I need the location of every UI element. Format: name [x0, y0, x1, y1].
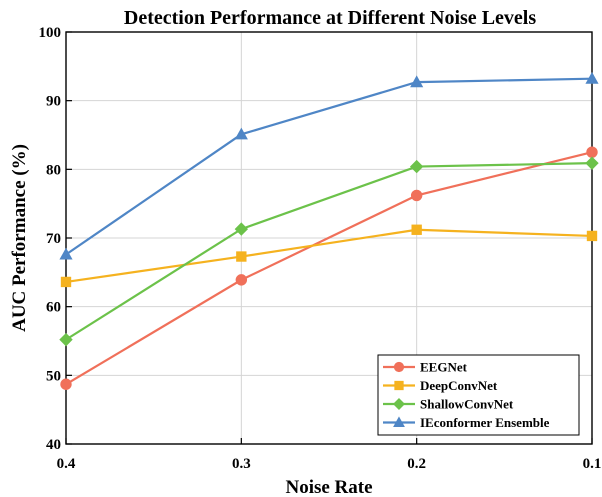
- legend-marker: [393, 361, 405, 373]
- data-point: [235, 274, 248, 286]
- legend-marker: [393, 416, 405, 428]
- data-point: [585, 156, 599, 170]
- legend-label: IEconformer Ensemble: [420, 415, 550, 430]
- data-point: [586, 146, 598, 158]
- y-tick-label: 90: [46, 94, 61, 110]
- x-tick-label: 0.2: [407, 456, 426, 472]
- series-shallowconvnet: [59, 156, 599, 347]
- legend: EEGNet DeepConvNet ShallowConvNet IEconform…: [377, 354, 580, 436]
- series-line: [65, 162, 593, 341]
- x-axis-label: Noise Rate: [285, 477, 372, 497]
- legend-marker: [393, 398, 405, 410]
- data-point: [59, 332, 73, 347]
- series-ieconformer-ensemble: [59, 71, 599, 260]
- y-tick-label: 80: [46, 162, 61, 178]
- series-deepconvnet: [60, 224, 598, 288]
- series-eegnet: [60, 146, 598, 390]
- data-point: [411, 224, 422, 235]
- data-point: [60, 276, 72, 288]
- data-point: [409, 159, 424, 174]
- legend-item: IEconformer Ensemble: [383, 415, 550, 430]
- x-axis: 0.4 0.3 0.2 0.1: [57, 438, 602, 472]
- y-tick-label: 70: [46, 231, 61, 247]
- legend-item: ShallowConvNet: [383, 397, 514, 412]
- legend-item: DeepConvNet: [383, 378, 498, 393]
- legend-label: EEGNet: [420, 360, 468, 375]
- y-tick-label: 50: [46, 368, 61, 384]
- legend-item: EEGNet: [383, 360, 468, 375]
- y-tick-label: 100: [39, 25, 62, 41]
- legend-label: ShallowConvNet: [420, 397, 514, 412]
- legend-label: DeepConvNet: [420, 378, 498, 393]
- x-tick-label: 0.3: [232, 456, 251, 472]
- data-point: [586, 230, 598, 242]
- series-line: [65, 151, 593, 386]
- data-point: [410, 75, 424, 88]
- data-point: [585, 71, 599, 84]
- chart-title: Detection Performance at Different Noise…: [124, 7, 536, 29]
- y-axis-label: AUC Performance (%): [9, 144, 30, 332]
- legend-marker: [394, 380, 404, 391]
- series-line: [65, 77, 593, 256]
- y-tick-label: 40: [46, 437, 61, 453]
- x-tick-label: 0.4: [57, 456, 76, 472]
- y-tick-label: 60: [46, 300, 61, 316]
- data-point: [60, 378, 72, 390]
- series-line: [65, 228, 593, 284]
- data-point: [236, 251, 247, 262]
- y-axis: 40 50 60 70 80 90 100: [39, 25, 72, 453]
- data-point: [59, 247, 73, 260]
- data-point: [234, 222, 249, 236]
- series-group: [59, 71, 599, 390]
- data-point: [234, 127, 248, 140]
- data-point: [410, 189, 423, 202]
- x-tick-label: 0.1: [583, 456, 602, 472]
